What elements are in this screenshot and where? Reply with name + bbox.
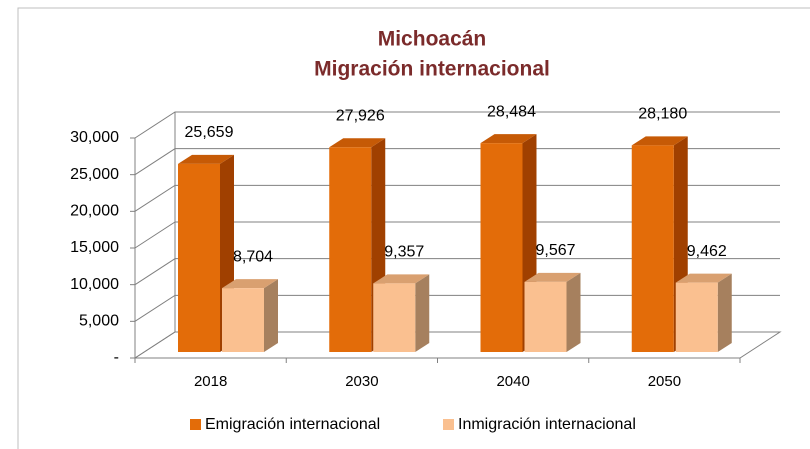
- bar-top: [329, 138, 386, 148]
- bar-top: [524, 272, 581, 282]
- data-label: 28,180: [638, 106, 687, 123]
- x-tick-label: 2018: [194, 373, 227, 390]
- x-tick-label: 2030: [345, 373, 378, 390]
- bar-front: [631, 145, 674, 352]
- legend-label: Emigración internacional: [205, 416, 380, 433]
- y-tick-label: 15,000: [70, 239, 119, 256]
- grid-line: [134, 184, 780, 212]
- bar-side: [717, 273, 732, 352]
- bar-front: [524, 281, 567, 352]
- y-tick-label: 5,000: [79, 313, 119, 330]
- bar-top: [222, 279, 278, 289]
- y-tick-label: -: [114, 349, 119, 366]
- data-label: 9,567: [535, 242, 575, 259]
- data-label: 9,357: [384, 244, 424, 261]
- bar-front: [373, 283, 416, 352]
- grid-line: [134, 148, 780, 176]
- chart-title: Michoacán: [378, 28, 487, 51]
- grid-line: [134, 258, 780, 286]
- bar-front: [329, 147, 372, 352]
- bar-top: [631, 136, 688, 146]
- grid-line: [134, 111, 780, 139]
- bar-front: [675, 282, 718, 352]
- bar-top: [480, 134, 537, 144]
- legend-label: Inmigración internacional: [458, 416, 636, 433]
- bar-side: [415, 274, 430, 352]
- y-tick-label: 25,000: [70, 166, 119, 183]
- bar-front: [178, 163, 220, 352]
- bar-front: [222, 288, 264, 352]
- data-label: 28,484: [487, 103, 536, 120]
- x-tick-label: 2050: [648, 373, 681, 390]
- x-tick-label: 2040: [496, 373, 529, 390]
- chart-subtitle: Migración internacional: [314, 58, 550, 81]
- bar: [373, 274, 430, 352]
- bar-side: [264, 279, 278, 352]
- y-tick-label: 20,000: [70, 203, 119, 220]
- bar-front: [480, 143, 523, 352]
- bar: [675, 273, 732, 352]
- bar-side: [566, 272, 581, 352]
- data-label: 9,462: [687, 243, 727, 260]
- data-label: 8,704: [233, 248, 273, 265]
- chart-frame: [17, 7, 810, 449]
- legend-swatch: [443, 419, 454, 430]
- y-tick-label: 10,000: [70, 276, 119, 293]
- bar-top: [178, 154, 234, 164]
- bar-top: [675, 273, 732, 283]
- legend-swatch: [190, 419, 201, 430]
- bar: [524, 272, 581, 352]
- data-label: 27,926: [336, 107, 385, 124]
- y-tick-label: 30,000: [70, 129, 119, 146]
- bar: [222, 279, 278, 352]
- bar-top: [373, 274, 430, 284]
- grid-line: [134, 221, 780, 249]
- data-label: 25,659: [185, 124, 234, 141]
